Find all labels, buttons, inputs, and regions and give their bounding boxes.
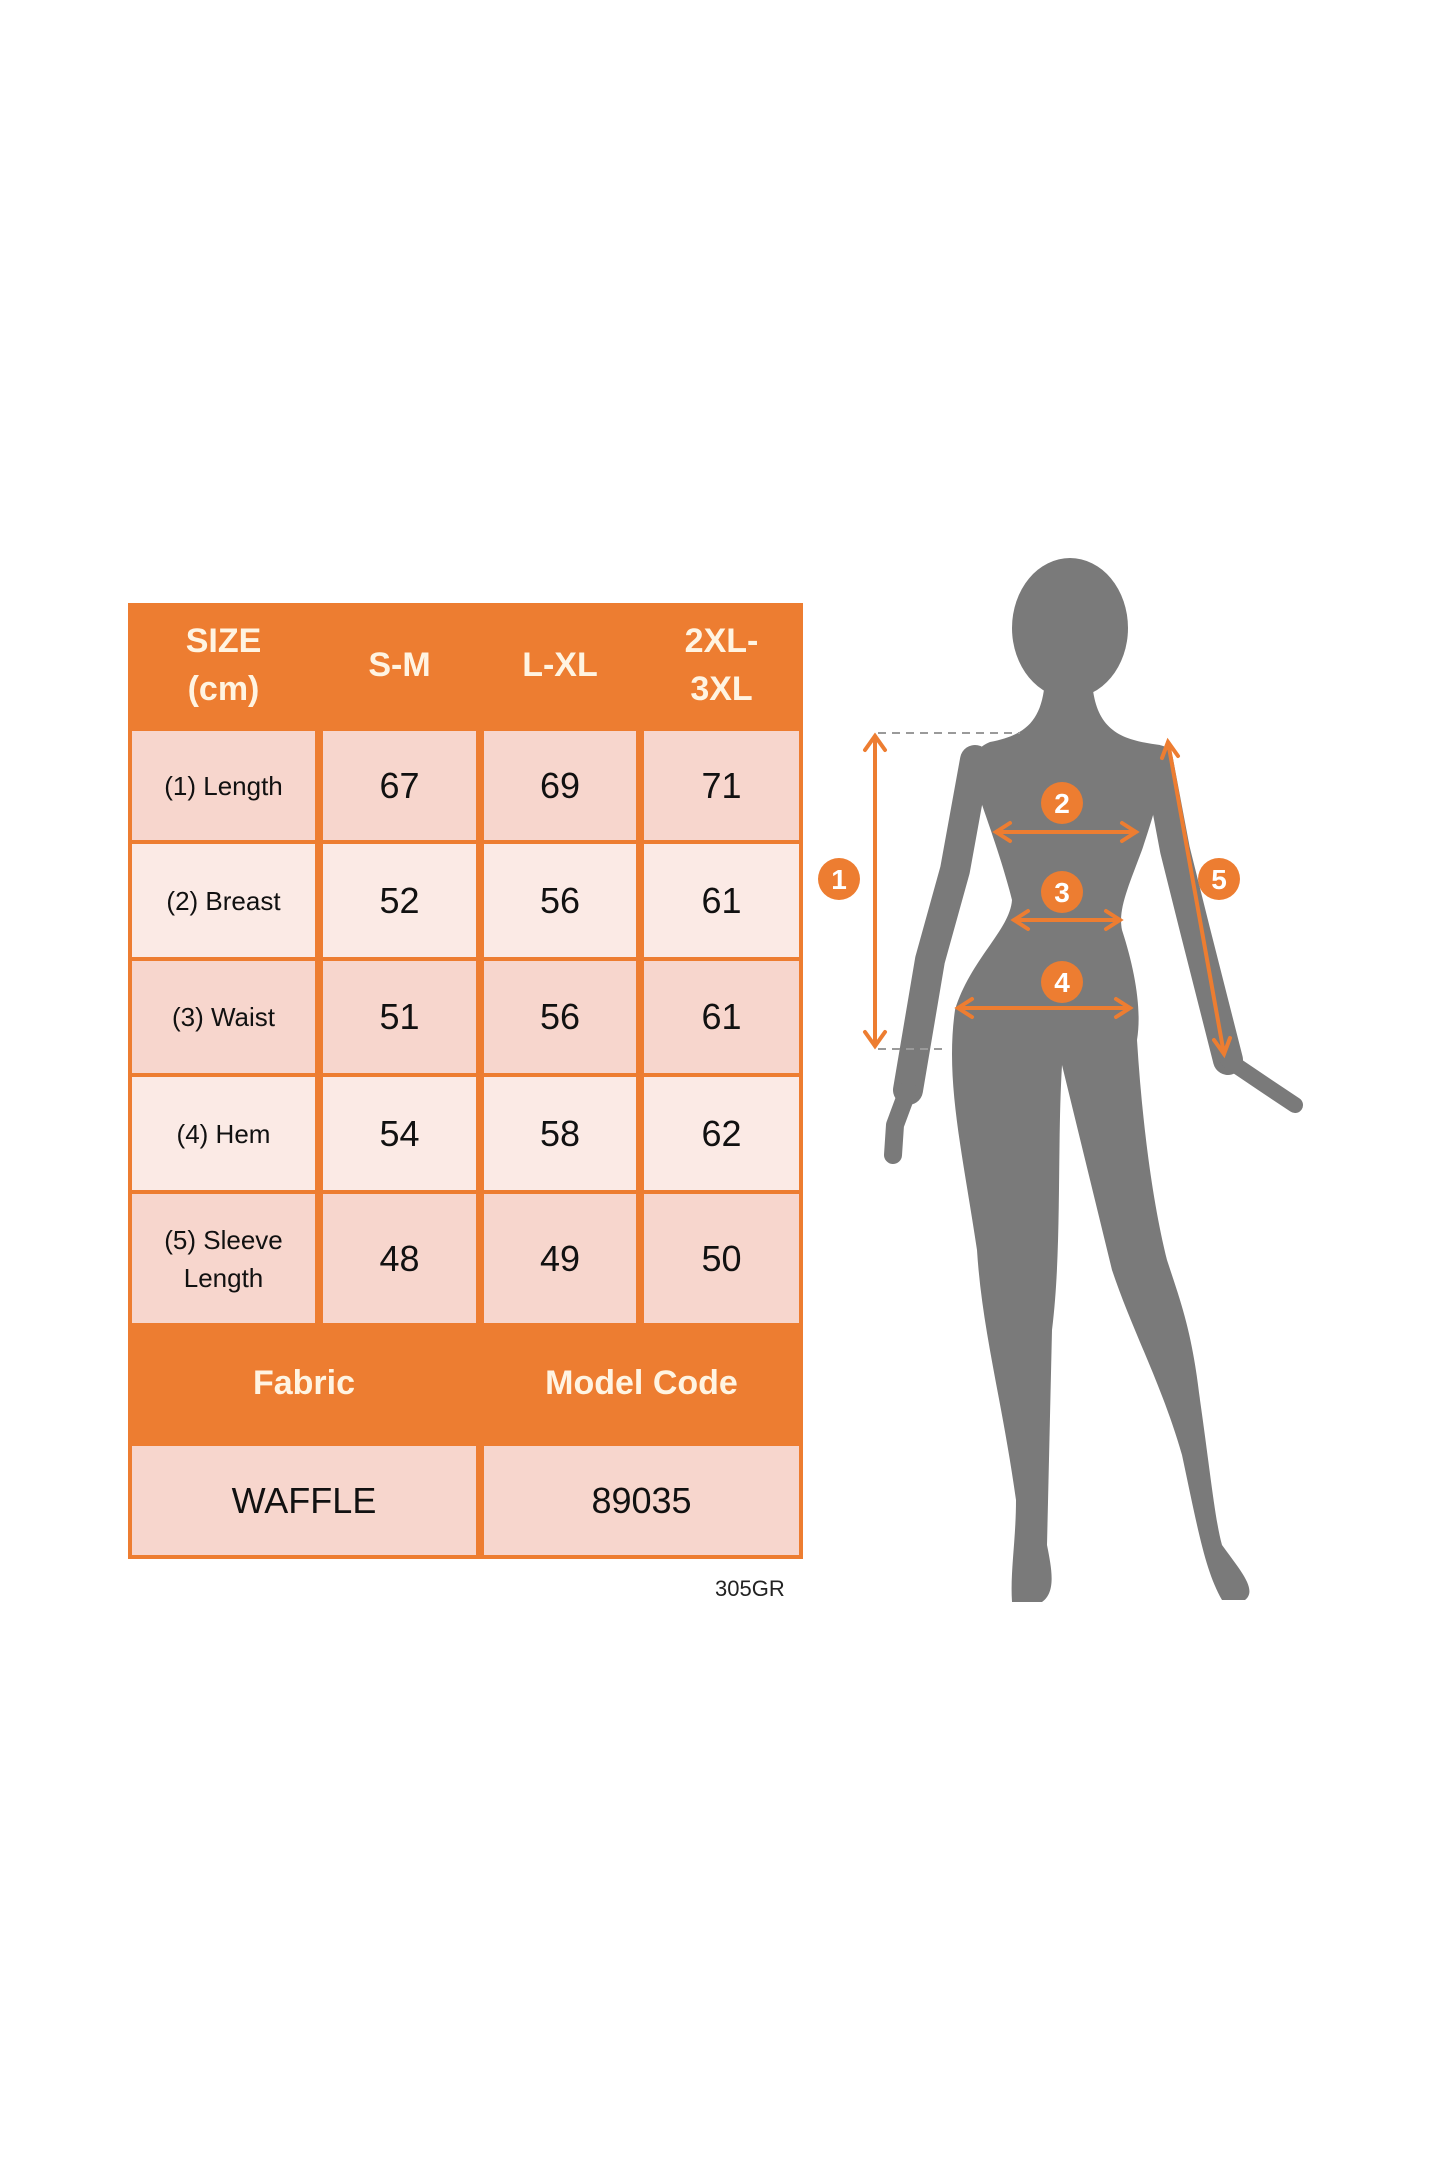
size-value-cell: 61 [644, 844, 799, 957]
header-2xl-3xl: 2XL-3XL [640, 603, 803, 727]
marker-2: 2 [1041, 782, 1083, 824]
size-value-cell: 61 [644, 961, 799, 1073]
product-code: 305GR [715, 1576, 785, 1601]
breast-arrow [992, 821, 1140, 843]
size-value-cell: 49 [484, 1194, 636, 1323]
size-value-cell: 62 [644, 1077, 799, 1190]
size-chart-table: SIZE (cm) S-M L-XL 2XL-3XL (1) Length 67 6… [128, 603, 803, 1559]
header-l-xl: L-XL [522, 646, 598, 684]
model-code-value: 89035 [484, 1446, 799, 1555]
header-text: (cm) [187, 670, 260, 708]
row-label: (3) Waist [132, 961, 315, 1073]
left-arm [893, 745, 990, 1105]
silhouette-head [1012, 558, 1128, 698]
svg-text:4: 4 [1054, 967, 1070, 998]
row-label-line: (5) Sleeve [164, 1224, 283, 1255]
size-value-cell: 67 [323, 731, 476, 840]
hem-arrow [954, 997, 1134, 1019]
header-text: SIZE [185, 622, 262, 660]
size-value-cell: 58 [484, 1077, 636, 1190]
row-label: (1) Length [132, 731, 315, 840]
measurement-arrows [863, 732, 1232, 1059]
length-arrow [863, 732, 887, 1050]
sleeve-arrow [1160, 737, 1232, 1059]
size-value-cell: 48 [323, 1194, 476, 1323]
svg-text:1: 1 [831, 864, 847, 895]
marker-1: 1 [818, 858, 860, 900]
silhouette-body [952, 680, 1250, 1602]
size-value-cell: 69 [484, 731, 636, 840]
row-label: (2) Breast [132, 844, 315, 957]
size-value-cell: 51 [323, 961, 476, 1073]
size-value-cell: 56 [484, 844, 636, 957]
row-label-line: Length [183, 1262, 264, 1293]
fabric-value: WAFFLE [132, 1446, 476, 1555]
svg-text:3: 3 [1054, 877, 1070, 908]
right-hand [1220, 1052, 1303, 1113]
marker-3: 3 [1041, 871, 1083, 913]
header-size-cm: SIZE (cm) [128, 603, 319, 727]
svg-text:5: 5 [1211, 864, 1227, 895]
marker-5: 5 [1198, 858, 1240, 900]
left-hand [884, 1081, 917, 1164]
row-label: (5) Sleeve Length [132, 1194, 315, 1323]
header-s-m: S-M [368, 646, 431, 684]
header-text: 2XL-3XL [684, 622, 759, 708]
size-value-cell: 54 [323, 1077, 476, 1190]
fabric-header: Fabric [252, 1363, 356, 1402]
svg-text:2: 2 [1054, 788, 1070, 819]
row-label: (4) Hem [132, 1077, 315, 1190]
marker-4: 4 [1041, 961, 1083, 1003]
size-value-cell: 52 [323, 844, 476, 957]
silhouette [952, 558, 1250, 1602]
size-value-cell: 71 [644, 731, 799, 840]
model-code-header: Model Code [545, 1363, 738, 1402]
guide-lines [878, 732, 1020, 1050]
size-value-cell: 56 [484, 961, 636, 1073]
waist-arrow [1010, 909, 1124, 931]
size-value-cell: 50 [644, 1194, 799, 1323]
